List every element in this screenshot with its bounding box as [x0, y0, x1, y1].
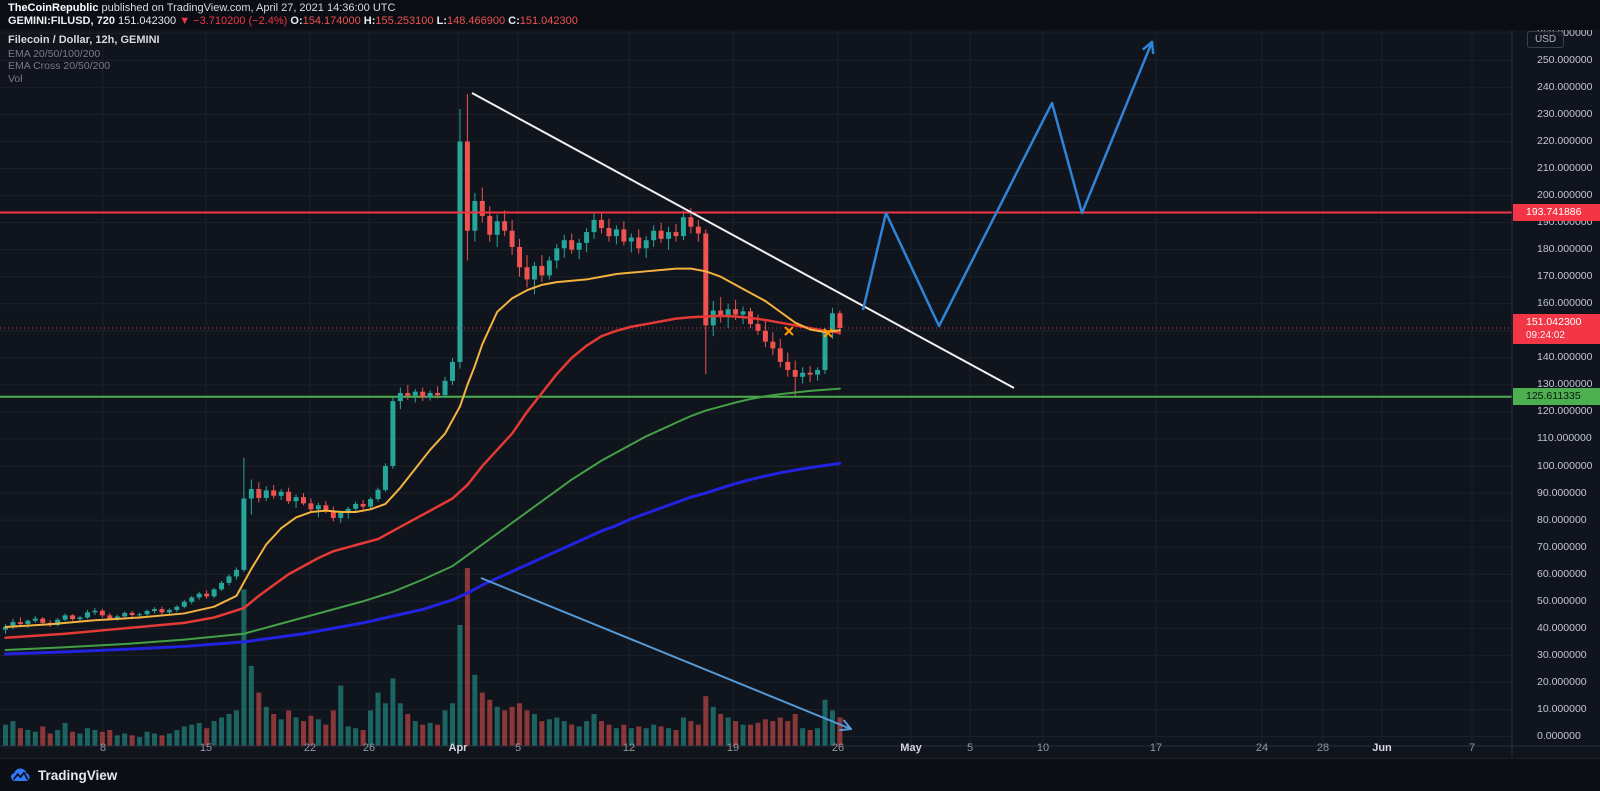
chart-legend: Filecoin / Dollar, 12h, GEMINI EMA 20/50…	[8, 34, 160, 85]
grid-layer	[0, 30, 1512, 746]
price-tick-label: 120.000000	[1537, 405, 1593, 418]
time-tick-label: May	[900, 742, 922, 754]
ema-cross-markers	[784, 326, 833, 338]
ema200-line	[4, 461, 842, 656]
price-tick-label: 40.000000	[1537, 621, 1587, 634]
time-tick-label: 28	[1316, 742, 1330, 754]
price-tick-label: 180.000000	[1537, 243, 1593, 256]
ema50-line	[4, 314, 842, 640]
price-tick-label: 10.000000	[1537, 702, 1587, 715]
time-tick-label: 19	[726, 742, 740, 754]
time-tick-label: 17	[1149, 742, 1163, 754]
declining-volume-arrow	[480, 577, 852, 730]
support-price-label: 125.611335	[1513, 388, 1600, 405]
legend-ema-indicator[interactable]: EMA 20/50/100/200	[8, 47, 101, 60]
ema100-line	[4, 387, 841, 651]
currency-toggle[interactable]: USD	[1527, 31, 1565, 48]
legend-volume-indicator[interactable]: Vol	[8, 72, 23, 85]
footer-bar: TradingView	[0, 758, 1600, 791]
current-price-label: 151.042300 09:24:02	[1513, 314, 1600, 344]
price-tick-label: 250.000000	[1537, 53, 1593, 66]
descending-trendline	[471, 92, 1015, 389]
drawings-layer	[471, 40, 1155, 732]
symbol-ohlc-line: GEMINI:FILUSD, 720 151.042300 ▼ −3.71020…	[8, 15, 578, 27]
price-tick-label: 110.000000	[1537, 432, 1592, 445]
price-tick-label: 20.000000	[1537, 675, 1587, 688]
time-tick-label: 26	[831, 742, 845, 754]
price-tick-label: 100.000000	[1537, 459, 1593, 472]
time-tick-label: 24	[1255, 742, 1269, 754]
tradingview-brand-text[interactable]: TradingView	[38, 767, 118, 783]
publish-info-line: TheCoinRepublic published on TradingView…	[8, 2, 396, 14]
time-tick-label: 22	[303, 742, 317, 754]
price-tick-label: 220.000000	[1537, 134, 1593, 147]
time-tick-label: 5	[966, 742, 974, 754]
current-price-value: 151.042300	[1526, 316, 1582, 328]
candle-countdown: 09:24:02	[1526, 330, 1565, 341]
price-tick-label: 160.000000	[1537, 297, 1593, 310]
price-projection-arrow	[861, 41, 1154, 328]
price-tick-label: 30.000000	[1537, 648, 1587, 661]
price-tick-label: 240.000000	[1537, 80, 1593, 93]
price-tick-label: 80.000000	[1537, 513, 1587, 526]
ema20-line	[4, 267, 841, 628]
price-tick-label: 70.000000	[1537, 540, 1587, 553]
volume-layer	[3, 568, 843, 746]
price-tick-label: 0.000000	[1537, 730, 1581, 742]
time-tick-label: 7	[1468, 742, 1476, 754]
price-tick-label: 200.000000	[1537, 189, 1593, 202]
price-tick-label: 210.000000	[1537, 162, 1593, 175]
legend-symbol-title[interactable]: Filecoin / Dollar, 12h, GEMINI	[8, 34, 160, 46]
price-tick-label: 230.000000	[1537, 107, 1593, 120]
time-tick-label: 12	[622, 742, 636, 754]
price-tick-label: 60.000000	[1537, 567, 1587, 580]
price-tick-label: 50.000000	[1537, 594, 1587, 607]
candles-layer	[3, 94, 843, 634]
time-tick-label: 5	[514, 742, 522, 754]
price-tick-label: 90.000000	[1537, 486, 1587, 499]
time-tick-label: 15	[199, 742, 213, 754]
price-tick-label: 140.000000	[1537, 351, 1593, 364]
time-tick-label: 10	[1036, 742, 1050, 754]
resistance-price-label: 193.741886	[1513, 204, 1600, 221]
ema-lines-layer	[4, 267, 842, 656]
publish-header: TheCoinRepublic published on TradingView…	[0, 0, 1600, 30]
time-tick-label: 8	[99, 742, 107, 754]
time-tick-label: Jun	[1372, 742, 1392, 754]
price-tick-label: 170.000000	[1537, 270, 1593, 283]
legend-ema-cross-indicator[interactable]: EMA Cross 20/50/200	[8, 60, 111, 72]
time-tick-label: 26	[362, 742, 376, 754]
tradingview-logo-icon[interactable]	[9, 768, 31, 783]
price-tick-label: 130.000000	[1537, 378, 1593, 391]
time-tick-label: Apr	[448, 742, 468, 754]
